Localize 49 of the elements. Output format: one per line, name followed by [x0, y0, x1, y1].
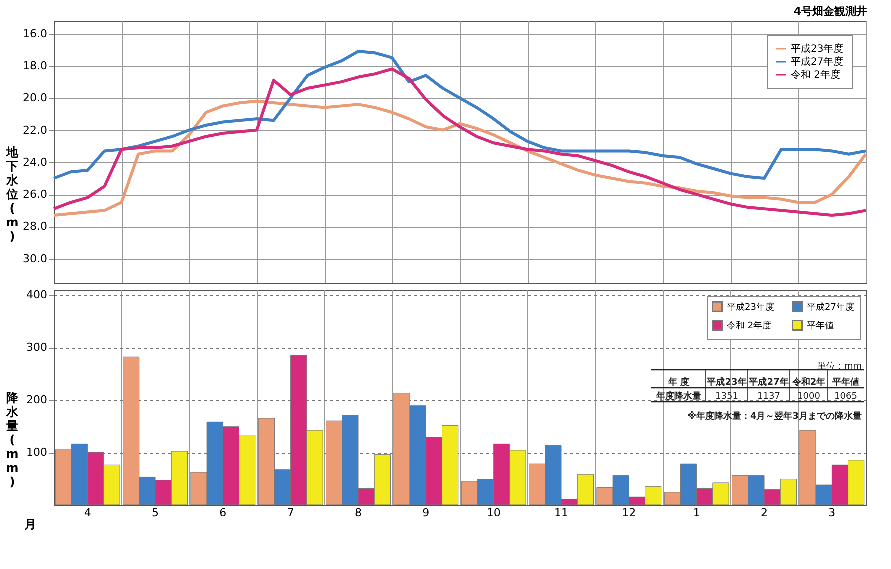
y-tick-label: 18.0: [23, 60, 48, 73]
annotation: 単位：mm: [817, 361, 862, 372]
line-series: [52, 68, 868, 217]
x-tick-label: 7: [287, 506, 294, 520]
x-tick-label: 5: [152, 506, 159, 520]
annotation: 年 度: [667, 377, 690, 388]
annotation: ※年度降水量：4月～翌年3月までの降水量: [688, 411, 862, 422]
y-tick-label: 26.0: [23, 188, 48, 202]
x-tick-label: 6: [220, 506, 227, 520]
x-tick-label: 10: [486, 506, 501, 520]
annotation: 平成23年: [706, 377, 747, 388]
chart-title: 4号畑金観測井: [794, 5, 868, 18]
x-tick-label: 2: [761, 506, 768, 520]
x-tick-label: 9: [422, 506, 430, 520]
y-tick-label: 400: [26, 288, 48, 302]
x-tick-label: 11: [554, 506, 568, 520]
x-tick-label: 1: [693, 506, 700, 520]
y-tick-label: 22.0: [23, 124, 48, 137]
y-tick-label: 20.0: [23, 92, 48, 105]
x-tick-label: 3: [828, 506, 836, 520]
x-tick-label: 8: [355, 506, 362, 520]
legend-label: 平年値: [807, 320, 834, 332]
x-tick-label: 12: [622, 506, 636, 520]
legend-label: 平成23年度: [791, 43, 844, 55]
annotation: 令和2年: [791, 377, 826, 388]
legend-label: 令和 2年度: [791, 69, 841, 81]
legend-label: 平成23年度: [727, 302, 774, 313]
x-tick-label: 4: [84, 506, 92, 520]
annotation: 1065: [834, 392, 858, 402]
y-tick-label: 30.0: [23, 252, 48, 266]
annotation: 平成27年: [748, 377, 789, 388]
y-tick-label: 100: [26, 446, 48, 460]
annotation: 1137: [758, 392, 780, 402]
legend-label: 平成27年度: [807, 302, 854, 313]
annotation: 1351: [716, 392, 738, 402]
y-tick-label: 16.0: [23, 27, 48, 40]
legend-label: 平成27年度: [791, 56, 844, 68]
y-tick-label: 24.0: [23, 156, 48, 169]
y-axis-title: 降水量(mm): [6, 391, 20, 489]
y-tick-label: 200: [26, 394, 48, 407]
y-tick-label: 300: [26, 341, 48, 354]
y-tick-label: 28.0: [23, 220, 48, 234]
x-axis-title: 月: [24, 518, 36, 532]
y-axis-title: 地下水位(m): [6, 146, 20, 244]
annotation: 年度降水量: [656, 391, 702, 402]
line-series: [52, 100, 868, 217]
annotation: 平年値: [832, 377, 860, 388]
annotation: 1000: [798, 392, 821, 402]
legend-label: 令和 2年度: [727, 320, 772, 332]
